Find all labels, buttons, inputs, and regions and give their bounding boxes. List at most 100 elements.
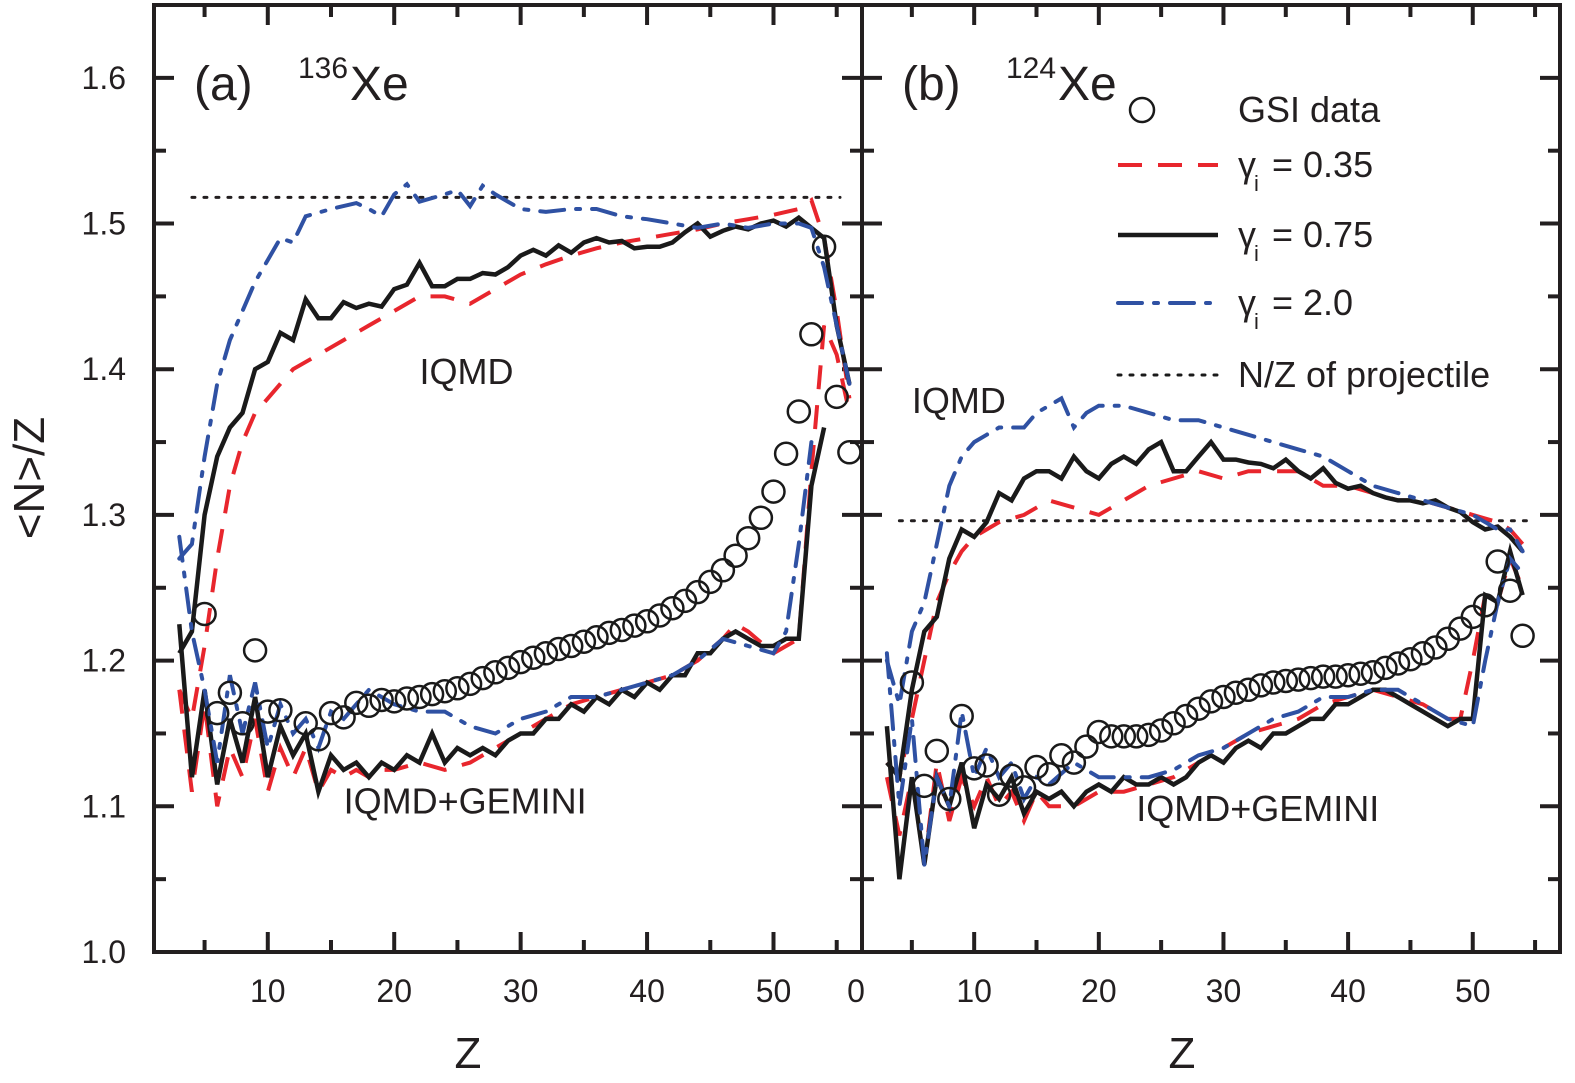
gsi-data-point [419, 681, 445, 707]
legend-label-symbol: γ [1238, 282, 1256, 323]
x-tick-label: 20 [376, 973, 412, 1009]
gsi-data-point [445, 676, 470, 701]
gsi-data-point [899, 670, 925, 695]
series-gamma_20-iqmd-gemini [177, 440, 814, 763]
gsi-data-point [1049, 743, 1074, 768]
gsi-data-point [1236, 677, 1261, 703]
gsi-data-point [584, 625, 609, 650]
y-tick-label: 1.2 [82, 643, 126, 679]
gsi-data-point [192, 601, 217, 627]
annotation-iqmd: IQMD [912, 380, 1006, 421]
gsi-data-point [773, 441, 799, 466]
gsi-data-point [1510, 623, 1535, 649]
gsi-data-point [1348, 661, 1373, 686]
gsi-data-point [1385, 651, 1411, 676]
nucleus-symbol: Xe [1058, 58, 1117, 111]
common-labels: <N>/Z Z Z [5, 417, 1195, 1078]
gsi-data-point [1111, 724, 1137, 749]
gsi-data-point [546, 636, 571, 662]
gsi-data-point [369, 687, 394, 713]
plot-frame [860, 3, 1562, 954]
gsi-data-point [306, 727, 331, 752]
gsi-data-point [381, 689, 407, 714]
y-tick-label: 1.5 [82, 206, 126, 242]
gsi-data-point [799, 322, 824, 347]
gsi-data-point [748, 505, 774, 531]
gsi-data-point [558, 633, 584, 659]
gsi-data-point [596, 620, 622, 646]
gsi-data-point [1472, 593, 1498, 618]
gsi-data-point [647, 603, 672, 628]
x-tick-label: 20 [1081, 973, 1117, 1009]
annotation-iqmd-gemini: IQMD+GEMINI [1136, 788, 1379, 829]
gsi-data-point [344, 690, 369, 716]
gsi-data-point [837, 440, 862, 465]
series-gamma_075-iqmd-gemini [884, 542, 1525, 880]
x-axis-title-a: Z [455, 1029, 482, 1078]
gsi-data-point [761, 479, 786, 504]
x-tick-label: 50 [756, 973, 792, 1009]
gsi-data-point [1323, 664, 1348, 689]
gsi-data-point [1261, 670, 1286, 695]
gsi-data-point [230, 711, 255, 736]
gsi-data-point [293, 711, 318, 736]
legend-item-data: GSI data [1128, 89, 1381, 130]
gsi-data-point [217, 680, 243, 705]
gsi-data-point [255, 699, 281, 724]
gsi-data-point [1310, 664, 1336, 689]
gsi-data-point [1011, 775, 1037, 800]
y-axis-title: <N>/Z [5, 417, 54, 539]
gsi-data-point [1460, 604, 1486, 630]
gsi-data-point [961, 756, 987, 781]
gsi-data-point [1248, 673, 1274, 698]
series-gamma_075-iqmd-gemini [177, 427, 827, 800]
gsi-data-point [331, 705, 356, 730]
nucleus-mass-number: 136 [298, 52, 348, 85]
legend-item-gamma_035: γi = 0.35 [1118, 144, 1373, 196]
x-tick-label: 10 [956, 973, 992, 1009]
legend-label-subscript: i [1254, 171, 1259, 196]
y-tick-label: 1.6 [82, 60, 126, 96]
nucleus-mass-number: 124 [1006, 52, 1056, 85]
y-tick-label: 1.4 [82, 351, 126, 387]
x-tick-label: 40 [1330, 973, 1366, 1009]
y-tick-label: 1.1 [82, 788, 126, 824]
gsi-data-point [912, 773, 937, 799]
annotation-iqmd-gemini: IQMD+GEMINI [344, 781, 587, 822]
gsi-data-point [824, 384, 849, 410]
legend-item-gamma_20: γi = 2.0 [1116, 282, 1353, 334]
x-axis-title-b: Z [1169, 1029, 1196, 1078]
x-tick-label: 10 [250, 973, 286, 1009]
legend-label: GSI data [1238, 89, 1381, 130]
gsi-data-point [457, 671, 483, 697]
legend-label-subscript: i [1254, 309, 1259, 334]
gsi-data-point [1186, 696, 1211, 721]
gsi-data-point [204, 700, 230, 726]
gsi-data-point [1198, 689, 1224, 714]
gsi-data-point [735, 525, 761, 551]
legend-label: N/Z of projectile [1238, 354, 1490, 395]
gsi-data-point [937, 786, 962, 812]
legend-marker-circle [1128, 96, 1156, 124]
gsi-data-point [634, 609, 660, 634]
gsi-data-point [1148, 718, 1174, 743]
x-tick-label: 40 [629, 973, 665, 1009]
gsi-data-point [268, 697, 293, 723]
gsi-data-point [1123, 724, 1149, 749]
gsi-data-point [1161, 711, 1186, 736]
gsi-data-point [609, 617, 635, 643]
series-gamma_035-iqmd-gemini [177, 324, 852, 807]
gsi-data-point [1410, 641, 1436, 666]
series-gamma_035-iqmd [885, 469, 1525, 782]
series-gamma_20-iqmd-gemini [884, 554, 1525, 865]
series-gamma_075-iqmd [177, 214, 852, 655]
gsi-data-point [1485, 549, 1510, 574]
gsi-data-point [1423, 635, 1448, 660]
gsi-data-point [1497, 578, 1523, 603]
gsi-data-point [1335, 662, 1361, 688]
gsi-data-point [1136, 722, 1161, 748]
gsi-data-point [495, 655, 521, 681]
panel-label: (b) [902, 58, 961, 111]
gsi-data-point [1036, 762, 1062, 787]
gsi-data-point [470, 665, 495, 691]
